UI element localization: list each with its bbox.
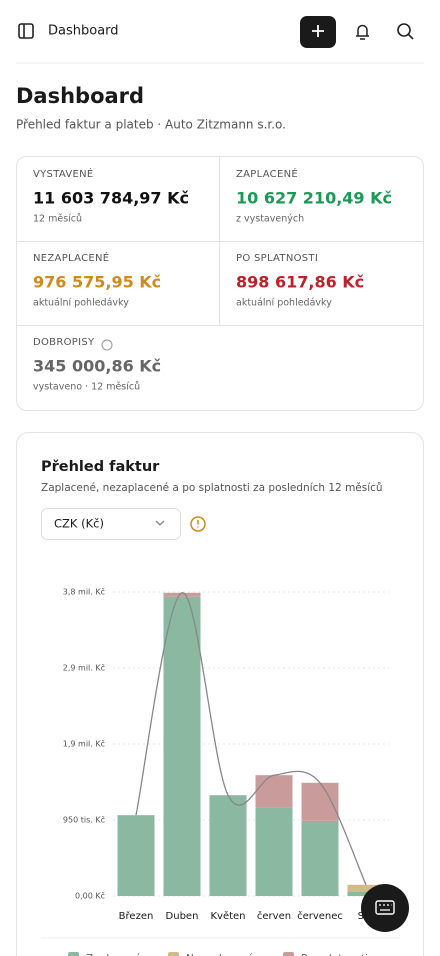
- bar: [163, 596, 201, 896]
- stat-note: vystaveno · 12 měsíců: [33, 382, 140, 393]
- info-icon[interactable]: [101, 339, 113, 351]
- trend-line: [135, 592, 367, 886]
- chart-title: Přehled faktur: [41, 459, 160, 475]
- y-tick-label: 0,00 Kč: [75, 891, 105, 901]
- stat-value: 345 000,86 Kč: [33, 357, 161, 376]
- x-tick-label: červenec: [297, 910, 343, 922]
- legend-label: Nezaplacené: [186, 953, 254, 956]
- y-tick-label: 3,8 mil. Kč: [63, 587, 105, 597]
- stat-value: 11 603 784,97 Kč: [33, 189, 189, 208]
- legend-label: Zaplacené: [86, 953, 141, 956]
- stat-label: PO SPLATNOSTI: [236, 253, 318, 264]
- stat-label: ZAPLACENÉ: [236, 167, 298, 180]
- legend-swatch: [283, 952, 294, 956]
- stat-label: DOBROPISY: [33, 337, 95, 348]
- bar: [255, 807, 293, 896]
- stat-note: aktuální pohledávky: [236, 298, 332, 309]
- sidebar-icon[interactable]: [18, 23, 34, 39]
- bar: [117, 815, 155, 896]
- page-title: Dashboard: [16, 84, 144, 108]
- x-tick-label: Březen: [119, 910, 154, 922]
- legend-label: Po splatnosti: [301, 953, 368, 956]
- stat-note: aktuální pohledávky: [33, 298, 129, 309]
- warning-icon[interactable]: [190, 516, 206, 532]
- y-tick-label: 1,9 mil. Kč: [63, 739, 105, 749]
- stat-note: 12 měsíců: [33, 214, 82, 225]
- y-tick-label: 950 tis. Kč: [63, 815, 105, 825]
- x-tick-label: červen: [257, 910, 291, 922]
- page-subtitle: Přehled faktur a plateb · Auto Zitzmann …: [16, 118, 286, 132]
- bar: [301, 820, 339, 896]
- stat-value: 898 617,86 Kč: [236, 273, 364, 292]
- bar: [163, 592, 201, 597]
- y-tick-label: 2,9 mil. Kč: [63, 663, 105, 673]
- legend-swatch: [168, 952, 179, 956]
- bell-icon[interactable]: [356, 24, 369, 40]
- header-title: Dashboard: [48, 24, 119, 39]
- keyboard-button[interactable]: [361, 884, 409, 932]
- x-tick-label: Květen: [210, 910, 245, 922]
- stat-label: NEZAPLACENÉ: [33, 251, 109, 264]
- legend-swatch: [68, 952, 79, 956]
- bar: [301, 782, 339, 821]
- chart-subtitle: Zaplacené, nezaplacené a po splatnosti z…: [41, 482, 383, 494]
- bar: [209, 795, 247, 896]
- bar: [347, 884, 385, 892]
- search-icon[interactable]: [397, 23, 411, 37]
- x-tick-label: Duben: [166, 911, 199, 922]
- stat-value: 976 575,95 Kč: [33, 273, 161, 292]
- stat-value: 10 627 210,49 Kč: [236, 189, 392, 208]
- currency-select[interactable]: [41, 508, 181, 540]
- bar: [255, 775, 293, 808]
- stat-label: VYSTAVENÉ: [33, 167, 94, 180]
- stat-note: z vystavených: [236, 214, 304, 225]
- currency-select-label: CZK (Kč): [54, 517, 104, 531]
